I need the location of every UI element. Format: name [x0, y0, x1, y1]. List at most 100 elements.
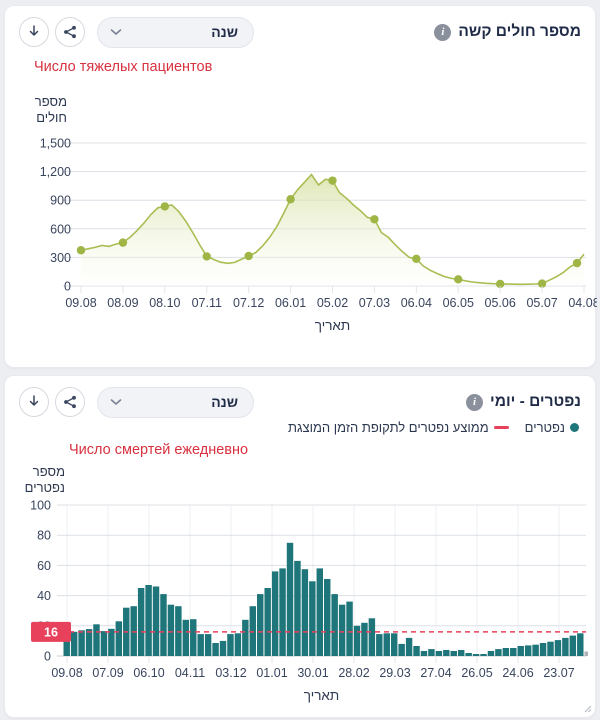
death-bar[interactable] [539, 643, 547, 656]
data-point-marker[interactable] [244, 251, 253, 261]
year-range-dropdown[interactable]: שנה [97, 16, 254, 48]
data-point-marker[interactable] [286, 195, 295, 204]
chart-title-severe: מספר חולים קשה [458, 23, 581, 40]
data-point-marker[interactable] [454, 275, 463, 284]
death-bar[interactable] [353, 625, 361, 656]
death-bar[interactable] [85, 629, 93, 656]
death-bar[interactable] [145, 585, 152, 656]
dropdown-selected-value: שנה [211, 24, 238, 40]
death-bar[interactable] [443, 650, 450, 656]
share-button[interactable] [55, 17, 85, 47]
death-bar[interactable] [167, 604, 175, 656]
death-bar[interactable] [182, 619, 190, 656]
death-bar[interactable] [100, 631, 108, 656]
data-point-marker[interactable] [118, 238, 128, 247]
download-button[interactable] [19, 387, 49, 417]
death-bar[interactable] [480, 654, 487, 656]
data-point-marker[interactable] [76, 246, 86, 255]
death-bar[interactable] [70, 631, 78, 656]
death-bar[interactable] [160, 594, 167, 656]
death-bar[interactable] [316, 568, 323, 656]
data-point-marker[interactable] [328, 176, 337, 185]
resize-handle[interactable] [582, 703, 592, 713]
death-bar[interactable] [152, 586, 160, 657]
data-point-marker[interactable] [202, 252, 211, 261]
death-bar[interactable] [227, 634, 234, 656]
deaths-legend: נפטרים ממוצע נפטרים לתקופת הזמן המוצגת [288, 420, 579, 435]
data-point-marker[interactable] [537, 279, 547, 288]
death-bar[interactable] [376, 634, 383, 656]
death-bar[interactable] [204, 634, 212, 656]
data-point-marker[interactable] [160, 202, 170, 211]
death-bar[interactable] [465, 653, 472, 656]
death-bar[interactable] [338, 604, 346, 656]
death-bar[interactable] [264, 588, 271, 656]
death-bar[interactable] [234, 633, 242, 656]
death-bar[interactable] [420, 651, 428, 656]
death-bar[interactable] [390, 633, 398, 656]
death-bar[interactable] [532, 644, 539, 656]
death-bar[interactable] [137, 588, 145, 656]
death-bar[interactable] [510, 648, 517, 656]
death-bar[interactable] [294, 560, 301, 656]
data-point-marker[interactable] [495, 279, 505, 289]
x-tick-label: 05.02 [317, 296, 348, 310]
death-bar[interactable] [413, 646, 420, 656]
death-bar[interactable] [457, 650, 465, 656]
death-bar[interactable] [383, 633, 390, 656]
death-bar[interactable] [63, 628, 70, 656]
info-icon[interactable]: i [466, 393, 484, 411]
death-bar[interactable] [487, 651, 495, 656]
y-tick-label: 100 [30, 499, 51, 513]
data-point-marker[interactable] [572, 258, 582, 268]
death-bar[interactable] [547, 641, 554, 656]
year-range-dropdown[interactable]: שנה [97, 386, 254, 418]
death-bar[interactable] [524, 645, 532, 656]
death-bar[interactable] [197, 634, 204, 656]
x-tick-label: 04.11 [175, 666, 205, 680]
death-bar[interactable] [212, 643, 219, 656]
death-bar[interactable] [271, 571, 279, 656]
death-bar[interactable] [472, 654, 480, 656]
death-bar[interactable] [301, 569, 309, 656]
chevron-down-icon [110, 399, 122, 405]
death-bar[interactable] [428, 649, 435, 656]
death-bar[interactable] [577, 633, 584, 656]
data-point-marker[interactable] [412, 254, 421, 264]
death-bar[interactable] [368, 618, 376, 657]
data-point-marker[interactable] [370, 215, 379, 224]
share-button[interactable] [55, 387, 85, 417]
partial-last-bar[interactable] [584, 651, 589, 656]
area-fill [81, 174, 584, 286]
death-bar[interactable] [346, 601, 353, 656]
death-bar[interactable] [309, 581, 316, 656]
death-bar[interactable] [257, 594, 264, 656]
death-bar[interactable] [562, 637, 569, 656]
death-bar[interactable] [398, 643, 405, 656]
death-bar[interactable] [286, 542, 294, 657]
death-bar[interactable] [279, 568, 286, 656]
death-bar[interactable] [502, 648, 510, 656]
death-bar[interactable] [324, 579, 331, 656]
death-bar[interactable] [219, 640, 227, 656]
death-bar[interactable] [108, 628, 115, 656]
death-bar[interactable] [361, 622, 368, 656]
death-bar[interactable] [331, 594, 338, 656]
death-bar[interactable] [495, 649, 502, 656]
death-bar[interactable] [554, 640, 562, 656]
death-bar[interactable] [435, 651, 443, 656]
death-bar[interactable] [517, 646, 524, 656]
death-bar[interactable] [569, 635, 577, 656]
death-bar[interactable] [242, 619, 249, 656]
y-tick-label: 1,500 [40, 137, 71, 151]
info-icon[interactable]: i [434, 23, 452, 41]
death-bar[interactable] [93, 624, 100, 656]
x-tick-label: 05.06 [485, 296, 516, 310]
death-bar[interactable] [190, 619, 197, 656]
death-bar[interactable] [115, 621, 123, 656]
death-bar[interactable] [405, 637, 413, 656]
death-bar[interactable] [78, 630, 85, 656]
y-axis-title: מספר נפטרים [24, 464, 65, 495]
download-button[interactable] [19, 17, 49, 47]
death-bar[interactable] [450, 651, 457, 656]
